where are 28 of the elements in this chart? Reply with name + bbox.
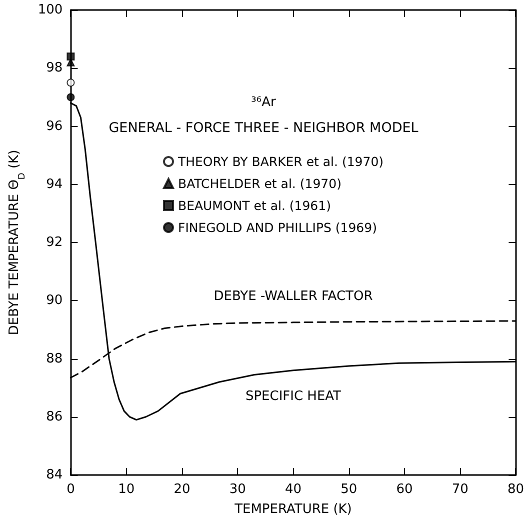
x-tick-label: 60 [396, 482, 413, 497]
series-label: DEBYE -WALLER FACTOR [214, 288, 373, 304]
y-axis-title: DEBYE TEMPERATURE ΘD (K) [7, 150, 28, 336]
annotation: GENERAL - FORCE THREE - NEIGHBOR MODEL [108, 120, 419, 136]
y-tick-label: 98 [46, 60, 63, 76]
y-tick-label: 84 [46, 468, 63, 482]
x-tick-label: 20 [174, 482, 190, 497]
legend-label: FINEGOLD AND PHILLIPS (1969) [178, 220, 377, 235]
series-label: SPECIFIC HEAT [245, 388, 342, 404]
y-tick-label: 94 [46, 176, 63, 192]
y-tick-label: 86 [46, 409, 63, 424]
x-tick-label: 50 [340, 482, 358, 497]
legend-label: THEORY BY BARKER et al. (1970) [177, 154, 384, 169]
x-tick-label: 40 [284, 482, 302, 497]
x-tick-label: 70 [452, 482, 468, 497]
y-tick-label: 90 [46, 293, 63, 308]
y-tick-label: 100 [38, 2, 63, 18]
x-tick-label: 0 [66, 482, 75, 497]
annotation: ³⁶Ar [251, 95, 276, 110]
legend-label: BEAUMONT et al. (1961) [178, 198, 331, 213]
x-tick-label: 30 [229, 482, 246, 497]
y-tick-label: 88 [46, 351, 63, 366]
y-tick-label: 96 [46, 118, 63, 134]
y-tick-label: 92 [46, 235, 63, 250]
legend-label: BATCHELDER et al. (1970) [178, 176, 342, 191]
x-axis-title: TEMPERATURE (K) [234, 502, 352, 517]
x-tick-label: 80 [507, 482, 524, 497]
x-tick-label: 10 [118, 482, 135, 497]
